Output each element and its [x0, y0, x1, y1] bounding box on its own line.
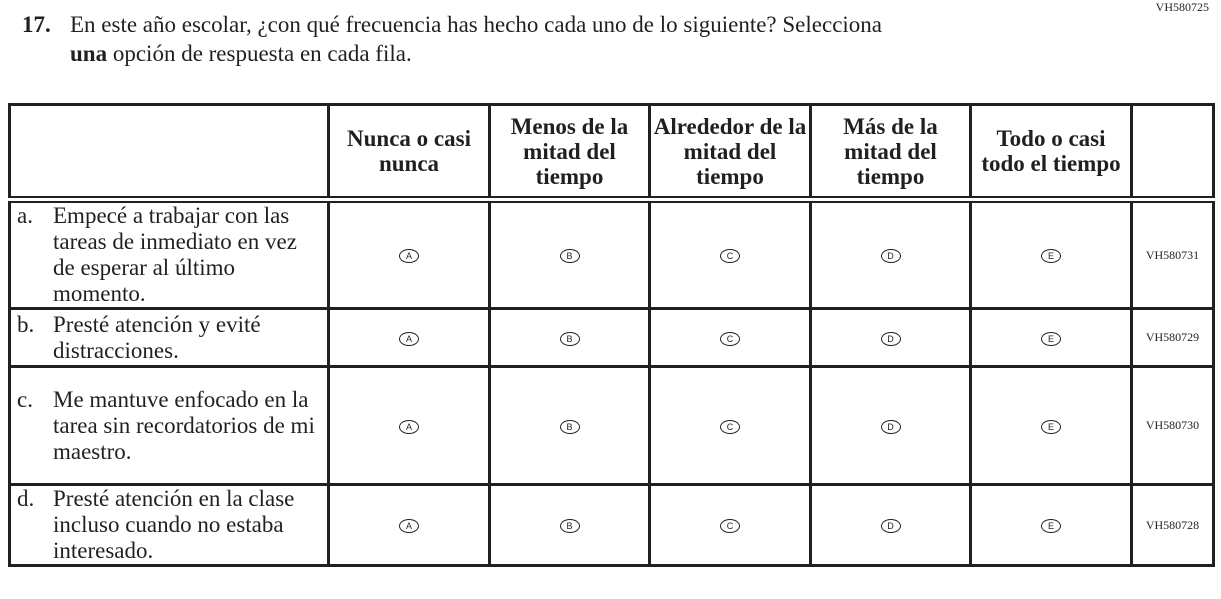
option-cell[interactable]: E: [969, 483, 1133, 567]
answer-bubble-d[interactable]: D: [880, 249, 901, 263]
option-cell[interactable]: D: [809, 307, 972, 368]
option-cell[interactable]: E: [969, 307, 1133, 368]
answer-bubble-a[interactable]: A: [399, 519, 419, 533]
column-header: Menos de la mitad del tiempo: [488, 103, 651, 203]
emphasis-word: una: [70, 41, 108, 66]
item-cell: b. Presté atención y evité distracciones.: [8, 307, 330, 368]
question-id: VH580725: [1155, 0, 1209, 14]
answer-bubble-e[interactable]: E: [1041, 249, 1061, 263]
header-blank: [8, 103, 330, 203]
answer-bubble-c[interactable]: C: [720, 519, 740, 533]
option-cell[interactable]: B: [488, 365, 651, 486]
option-cell[interactable]: D: [809, 483, 972, 567]
answer-bubble-c[interactable]: C: [720, 331, 740, 346]
item-code: VH580728: [1130, 483, 1215, 567]
option-cell[interactable]: E: [969, 365, 1133, 486]
answer-bubble-b[interactable]: B: [559, 519, 580, 533]
item-text: Me mantuve enfocado en la tarea sin reco…: [53, 386, 315, 464]
item-text: Presté atención en la clase incluso cuan…: [53, 486, 295, 563]
item-text: Empecé a trabajar con las tareas de inme…: [53, 203, 297, 306]
table-row: b. Presté atención y evité distracciones.…: [8, 307, 1215, 368]
option-cell[interactable]: E: [969, 198, 1133, 310]
header-code-blank: [1130, 103, 1215, 203]
answer-bubble-a[interactable]: A: [399, 249, 419, 263]
option-cell[interactable]: B: [488, 198, 651, 310]
item-letter: c.: [17, 386, 33, 412]
question-prompt: 17. En este año escolar, ¿con qué frecuen…: [22, 10, 1122, 68]
answer-bubble-b[interactable]: B: [559, 331, 580, 346]
answer-bubble-d[interactable]: D: [880, 519, 901, 533]
option-cell[interactable]: A: [327, 198, 491, 310]
response-grid: Nunca o casi nunca Menos de la mitad del …: [8, 103, 1215, 567]
option-cell[interactable]: A: [327, 307, 491, 368]
option-cell[interactable]: B: [488, 307, 651, 368]
table-row: a. Empecé a trabajar con las tareas de in…: [8, 198, 1215, 310]
question-text-rest: opción de respuesta en cada fila.: [107, 41, 412, 66]
answer-bubble-b[interactable]: B: [559, 249, 580, 263]
option-cell[interactable]: A: [327, 365, 491, 486]
option-cell[interactable]: B: [488, 483, 651, 567]
option-cell[interactable]: C: [648, 198, 812, 310]
option-cell[interactable]: D: [809, 198, 972, 310]
item-letter: a.: [17, 203, 33, 228]
option-cell[interactable]: A: [327, 483, 491, 567]
column-header: Alrededor de la mitad del tiempo: [648, 103, 812, 203]
item-cell: c. Me mantuve enfocado en la tarea sin re…: [8, 365, 330, 486]
answer-bubble-d[interactable]: D: [880, 331, 901, 346]
question-text: En este año escolar, ¿con qué frecuencia…: [70, 12, 883, 37]
column-header: Nunca o casi nunca: [327, 103, 491, 203]
answer-bubble-e[interactable]: E: [1041, 331, 1061, 346]
option-cell[interactable]: C: [648, 365, 812, 486]
table-row: d. Presté atención en la clase incluso cu…: [8, 483, 1215, 567]
answer-bubble-c[interactable]: C: [720, 419, 740, 434]
item-code: VH580731: [1130, 198, 1215, 310]
answer-bubble-c[interactable]: C: [720, 249, 740, 263]
item-code: VH580730: [1130, 365, 1215, 486]
option-cell[interactable]: C: [648, 307, 812, 368]
answer-bubble-a[interactable]: A: [399, 419, 419, 434]
header-row: Nunca o casi nunca Menos de la mitad del …: [8, 103, 1215, 203]
answer-bubble-a[interactable]: A: [399, 331, 419, 346]
answer-bubble-e[interactable]: E: [1041, 419, 1061, 434]
item-cell: d. Presté atención en la clase incluso cu…: [8, 483, 330, 567]
column-header: Más de la mitad del tiempo: [809, 103, 972, 203]
item-letter: d.: [17, 486, 35, 511]
item-text: Presté atención y evité distracciones.: [53, 311, 261, 363]
answer-bubble-d[interactable]: D: [880, 419, 901, 434]
option-cell[interactable]: C: [648, 483, 812, 567]
item-letter: b.: [17, 311, 35, 337]
option-cell[interactable]: D: [809, 365, 972, 486]
table-row: c. Me mantuve enfocado en la tarea sin re…: [8, 365, 1215, 486]
item-code: VH580729: [1130, 307, 1215, 368]
item-cell: a. Empecé a trabajar con las tareas de in…: [8, 198, 330, 310]
question-number: 17.: [22, 12, 51, 37]
column-header: Todo o casi todo el tiempo: [969, 103, 1133, 203]
answer-bubble-e[interactable]: E: [1041, 519, 1061, 533]
answer-bubble-b[interactable]: B: [559, 419, 580, 434]
